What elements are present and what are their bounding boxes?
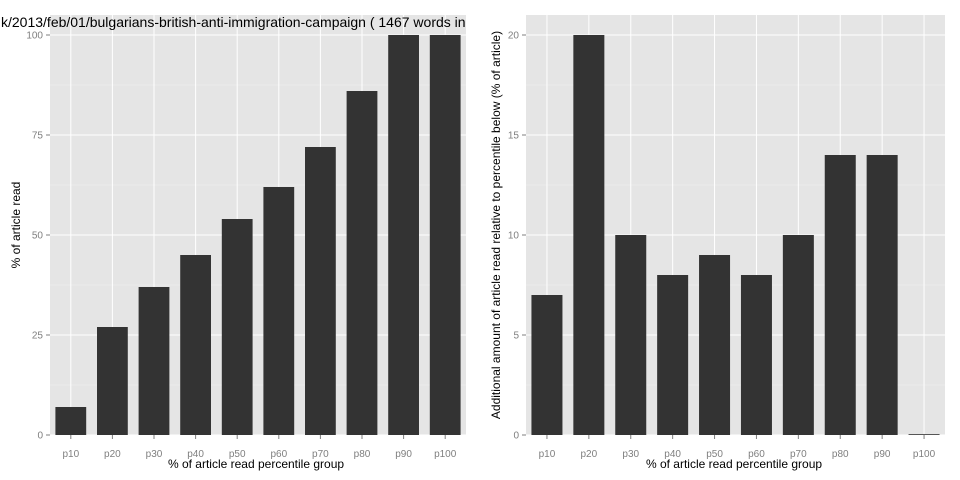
bar-p70 bbox=[305, 147, 336, 435]
bar-p40 bbox=[180, 255, 211, 435]
x-axis-label: % of article read percentile group bbox=[168, 457, 344, 471]
bar-p10 bbox=[531, 295, 563, 435]
y-tick-label: 25 bbox=[32, 331, 44, 342]
bar-p90 bbox=[388, 35, 419, 435]
y-tick-label: 100 bbox=[26, 31, 43, 42]
bar-p60 bbox=[740, 275, 772, 435]
y-tick-label: 20 bbox=[508, 31, 520, 42]
x-tick-label: p60 bbox=[748, 449, 765, 460]
y-tick-label: 50 bbox=[32, 231, 44, 242]
chart-panel-1: 0 25 50 75 100 p10 p20 p30 p40 p50 p60 p70 p80 p90 p10… bbox=[1, 14, 466, 471]
bar-p50 bbox=[221, 219, 253, 435]
x-tick-label: p40 bbox=[664, 449, 681, 460]
x-tick-label: p10 bbox=[539, 449, 556, 460]
bar-p30 bbox=[615, 235, 647, 435]
x-tick-label: p100 bbox=[913, 449, 936, 460]
bar-p80 bbox=[824, 155, 856, 435]
bar-p60 bbox=[263, 187, 295, 435]
bar-p90 bbox=[866, 155, 898, 435]
bar-p50 bbox=[699, 255, 731, 435]
chart-panel-2: 0 5 10 15 20 p10 p20 p30 p40 p50 p60 p70 p80 p90 p100%… bbox=[489, 15, 945, 471]
y-tick-label: 75 bbox=[32, 131, 44, 142]
x-tick-label: p80 bbox=[832, 449, 849, 460]
y-tick-label: 15 bbox=[508, 131, 520, 142]
x-tick-label: p20 bbox=[581, 449, 598, 460]
x-axis-label: % of article read percentile group bbox=[646, 457, 822, 471]
x-tick-label: p90 bbox=[395, 449, 412, 460]
bar-p100 bbox=[429, 35, 461, 435]
x-tick-label: p90 bbox=[874, 449, 891, 460]
chart-title: k/2013/feb/01/bulgarians-british-anti-im… bbox=[1, 14, 466, 30]
y-tick-label: 5 bbox=[513, 331, 519, 342]
bar-p10 bbox=[55, 407, 87, 435]
bar-p30 bbox=[138, 287, 170, 435]
y-tick-label: 0 bbox=[513, 431, 519, 442]
x-tick-label: p70 bbox=[790, 449, 807, 460]
x-tick-label: p50 bbox=[229, 449, 246, 460]
y-axis-label: Additional amount of article read relati… bbox=[489, 31, 503, 419]
x-tick-label: p10 bbox=[62, 449, 79, 460]
x-tick-label: p70 bbox=[312, 449, 329, 460]
x-tick-label: p20 bbox=[104, 449, 121, 460]
x-tick-label: p80 bbox=[354, 449, 371, 460]
y-axis-label: % of article read bbox=[9, 182, 23, 269]
x-tick-label: p60 bbox=[270, 449, 287, 460]
y-tick-label: 10 bbox=[508, 231, 520, 242]
x-tick-label: p50 bbox=[706, 449, 723, 460]
bar-p40 bbox=[657, 275, 689, 435]
x-tick-label: p40 bbox=[187, 449, 204, 460]
bar-p100 bbox=[908, 434, 940, 435]
x-tick-label: p100 bbox=[434, 449, 457, 460]
bar-p70 bbox=[782, 235, 814, 435]
bar-p80 bbox=[346, 91, 378, 435]
x-tick-label: p30 bbox=[146, 449, 163, 460]
bar-p20 bbox=[97, 327, 128, 435]
y-tick-label: 0 bbox=[37, 431, 43, 442]
x-tick-label: p30 bbox=[622, 449, 639, 460]
bar-p20 bbox=[573, 35, 605, 435]
